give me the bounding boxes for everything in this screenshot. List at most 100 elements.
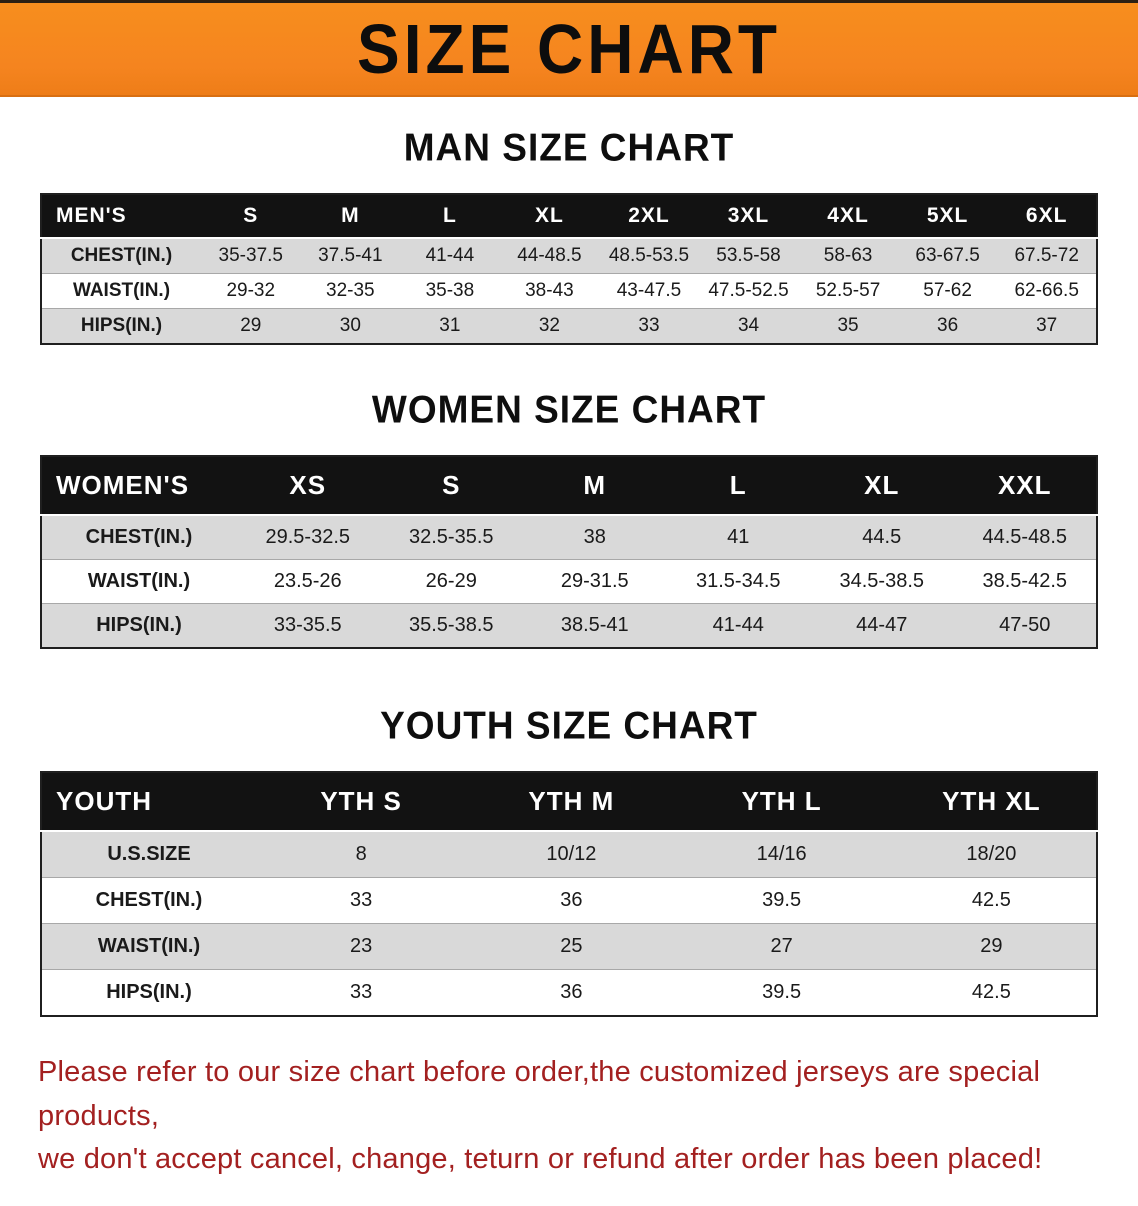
value-cell: 26-29 (379, 559, 523, 604)
value-cell: 35 (798, 308, 898, 344)
value-cell: 32.5-35.5 (379, 515, 523, 560)
footer-note: Please refer to our size chart before or… (38, 1051, 1104, 1182)
value-cell: 35-38 (400, 273, 500, 309)
value-cell: 53.5-58 (698, 238, 799, 274)
footer-line-1: Please refer to our size chart before or… (38, 1056, 1041, 1132)
size-header-cell: 2XL (599, 194, 699, 239)
value-cell: 37 (997, 308, 1097, 344)
value-cell: 31 (400, 308, 500, 344)
table-row: WAIST(IN.) 23 25 27 29 (41, 923, 1097, 970)
row-label-cell: WAIST(IN.) (41, 559, 236, 604)
value-cell: 35.5-38.5 (379, 603, 523, 648)
table-row: HIPS(IN.) 33-35.5 35.5-38.5 38.5-41 41-44 44-… (41, 603, 1097, 648)
banner-title: SIZE CHART (357, 10, 781, 88)
row-label-cell: CHEST(IN.) (41, 515, 236, 560)
size-header-cell: 3XL (698, 194, 799, 239)
value-cell: 44.5 (810, 515, 954, 560)
value-cell: 29 (886, 923, 1097, 970)
value-cell: 44-48.5 (499, 238, 600, 274)
youth-size-table-container: YOUTH YTH S YTH M YTH L YTH XL U.S.SIZE 8 10/12… (40, 771, 1098, 1017)
youth-size-chart-heading: YOUTH SIZE CHART (380, 704, 758, 747)
women-size-chart-section: WOMEN SIZE CHART WOMEN'S XS S M L XL XXL CHEST(… (0, 388, 1138, 649)
man-size-chart-section: MAN SIZE CHART MEN'S S M L XL 2XL 3XL 4XL 5XL 6XL… (0, 126, 1138, 345)
size-header-cell: M (300, 194, 401, 239)
size-header-cell: YTH M (466, 772, 677, 832)
table-row: CHEST(IN.) 33 36 39.5 42.5 (41, 877, 1097, 924)
size-header-cell: YTH XL (886, 772, 1097, 832)
value-cell: 23.5-26 (236, 559, 380, 604)
row-label-cell: CHEST(IN.) (41, 877, 256, 924)
table-row: U.S.SIZE 8 10/12 14/16 18/20 (41, 831, 1097, 878)
row-label-cell: CHEST(IN.) (41, 238, 201, 274)
row-label-cell: HIPS(IN.) (41, 969, 256, 1016)
table-row: WAIST(IN.) 23.5-26 26-29 29-31.5 31.5-34.5 34… (41, 559, 1097, 604)
value-cell: 33 (599, 308, 699, 344)
size-header-cell: XL (810, 456, 954, 516)
value-cell: 29-32 (201, 273, 301, 309)
size-header-cell: L (400, 194, 500, 239)
value-cell: 10/12 (466, 831, 677, 878)
size-header-cell: 5XL (897, 194, 998, 239)
value-cell: 36 (466, 877, 677, 924)
value-cell: 37.5-41 (300, 238, 401, 274)
row-label-cell: WAIST(IN.) (41, 923, 256, 970)
value-cell: 67.5-72 (997, 238, 1097, 274)
value-cell: 34.5-38.5 (810, 559, 954, 604)
value-cell: 33-35.5 (236, 603, 380, 648)
value-cell: 32-35 (300, 273, 401, 309)
table-row: WAIST(IN.) 29-32 32-35 35-38 38-43 43-47.5 47.… (41, 273, 1097, 309)
mens-size-table: MEN'S S M L XL 2XL 3XL 4XL 5XL 6XL CHEST(IN.) 35-37… (40, 193, 1098, 345)
value-cell: 41-44 (400, 238, 500, 274)
man-size-chart-heading: MAN SIZE CHART (403, 126, 735, 169)
value-cell: 33 (256, 969, 467, 1016)
row-label-cell: HIPS(IN.) (41, 308, 201, 344)
value-cell: 42.5 (886, 877, 1097, 924)
value-cell: 36 (897, 308, 998, 344)
value-cell: 38-43 (499, 273, 600, 309)
mens-size-table-container: MEN'S S M L XL 2XL 3XL 4XL 5XL 6XL CHEST(IN.) 35-37… (40, 193, 1098, 345)
table-title-cell: WOMEN'S (41, 456, 236, 516)
value-cell: 29.5-32.5 (236, 515, 380, 560)
value-cell: 48.5-53.5 (599, 238, 699, 274)
value-cell: 14/16 (676, 831, 887, 878)
table-header-row: MEN'S S M L XL 2XL 3XL 4XL 5XL 6XL (41, 194, 1097, 239)
size-header-cell: L (666, 456, 810, 516)
table-row: CHEST(IN.) 35-37.5 37.5-41 41-44 44-48.5 48.5… (41, 238, 1097, 274)
value-cell: 43-47.5 (599, 273, 699, 309)
size-header-cell: XS (236, 456, 380, 516)
value-cell: 44-47 (810, 603, 954, 648)
youth-size-chart-section: YOUTH SIZE CHART YOUTH YTH S YTH M YTH L YTH… (0, 704, 1138, 1017)
value-cell: 52.5-57 (798, 273, 898, 309)
size-header-cell: 4XL (798, 194, 898, 239)
size-header-cell: YTH S (256, 772, 467, 832)
value-cell: 38.5-41 (523, 603, 667, 648)
value-cell: 30 (300, 308, 401, 344)
size-header-cell: S (201, 194, 301, 239)
value-cell: 27 (676, 923, 887, 970)
value-cell: 33 (256, 877, 467, 924)
table-row: CHEST(IN.) 29.5-32.5 32.5-35.5 38 41 44.5 44.5… (41, 515, 1097, 560)
row-label-cell: WAIST(IN.) (41, 273, 201, 309)
value-cell: 8 (256, 831, 467, 878)
table-header-row: YOUTH YTH S YTH M YTH L YTH XL (41, 772, 1097, 832)
womens-size-table: WOMEN'S XS S M L XL XXL CHEST(IN.) 29.5-32.5 32.5… (40, 455, 1098, 649)
value-cell: 44.5-48.5 (953, 515, 1097, 560)
value-cell: 38 (523, 515, 667, 560)
value-cell: 31.5-34.5 (666, 559, 810, 604)
footer-line-2: we don't accept cancel, change, teturn o… (38, 1143, 1043, 1175)
size-header-cell: YTH L (676, 772, 887, 832)
value-cell: 35-37.5 (201, 238, 301, 274)
size-chart-banner: SIZE CHART (0, 0, 1138, 97)
table-title-cell: YOUTH (41, 772, 256, 832)
size-header-cell: 6XL (997, 194, 1097, 239)
table-header-row: WOMEN'S XS S M L XL XXL (41, 456, 1097, 516)
value-cell: 42.5 (886, 969, 1097, 1016)
value-cell: 58-63 (798, 238, 898, 274)
row-label-cell: HIPS(IN.) (41, 603, 236, 648)
value-cell: 25 (466, 923, 677, 970)
value-cell: 23 (256, 923, 467, 970)
value-cell: 39.5 (676, 877, 887, 924)
size-header-cell: S (379, 456, 523, 516)
womens-size-table-container: WOMEN'S XS S M L XL XXL CHEST(IN.) 29.5-32.5 32.5… (40, 455, 1098, 649)
